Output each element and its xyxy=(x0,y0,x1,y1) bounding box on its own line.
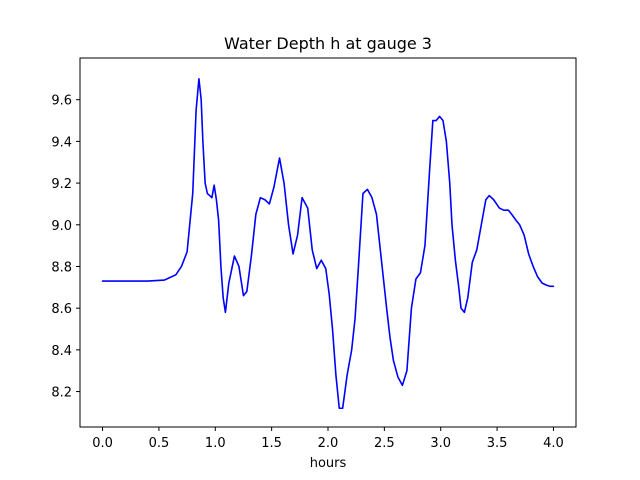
x-axis: 0.0 0.5 1.0 1.5 2.0 2.5 3.0 3.5 4.0 xyxy=(92,427,564,451)
y-tick-label: 8.2 xyxy=(51,386,72,401)
y-tick-label: 9.0 xyxy=(51,219,72,234)
chart-title: Water Depth h at gauge 3 xyxy=(224,34,432,53)
series-line-water-depth xyxy=(101,78,555,410)
x-tick-label: 1.0 xyxy=(205,436,226,451)
x-tick-label: 4.0 xyxy=(543,436,564,451)
x-tick-label: 2.0 xyxy=(318,436,339,451)
y-tick-label: 8.6 xyxy=(51,302,72,317)
y-tick-label: 9.6 xyxy=(51,94,72,109)
x-tick-label: 0.5 xyxy=(149,436,170,451)
plot-frame xyxy=(79,57,577,428)
y-tick-label: 8.4 xyxy=(51,344,72,359)
x-tick-label: 3.5 xyxy=(487,436,508,451)
x-tick-label: 1.5 xyxy=(261,436,282,451)
y-axis: 8.2 8.4 8.6 8.8 9.0 9.2 9.4 9.6 xyxy=(51,94,80,401)
x-tick-label: 3.0 xyxy=(430,436,451,451)
y-tick-label: 9.4 xyxy=(51,135,72,150)
y-tick-label: 8.8 xyxy=(51,260,72,275)
x-tick-label: 2.5 xyxy=(374,436,395,451)
y-tick-label: 9.2 xyxy=(51,177,72,192)
plot-area xyxy=(101,78,555,410)
x-axis-label: hours xyxy=(310,456,347,471)
x-tick-label: 0.0 xyxy=(92,436,113,451)
